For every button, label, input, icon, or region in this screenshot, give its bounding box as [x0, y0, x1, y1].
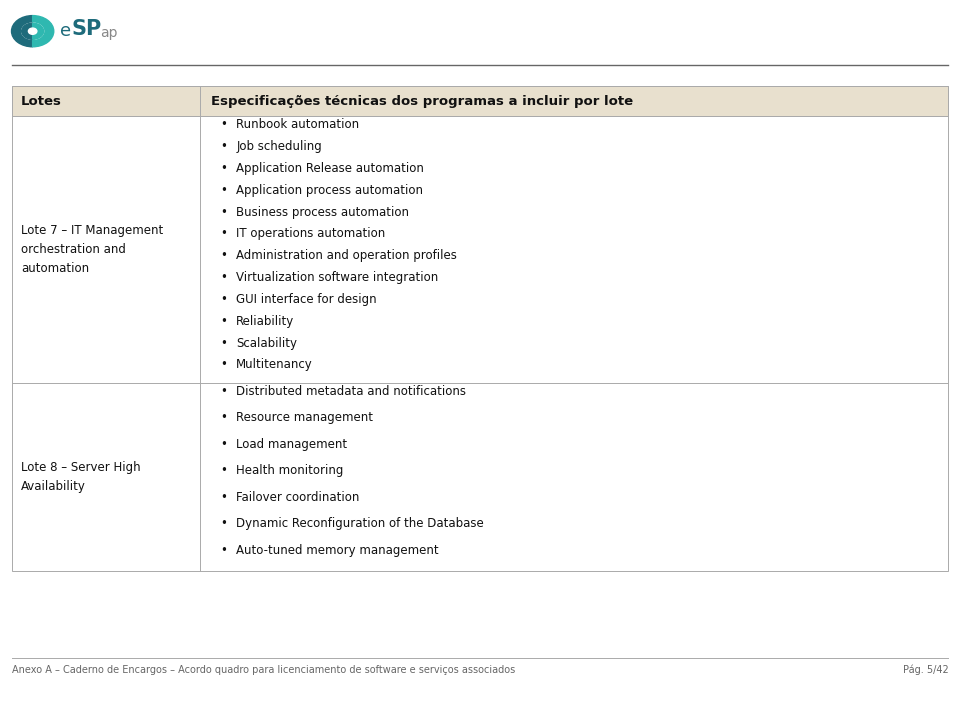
Text: Reliability: Reliability [236, 315, 295, 328]
Text: •: • [220, 140, 228, 153]
Circle shape [29, 28, 36, 34]
Wedge shape [12, 16, 33, 47]
Text: •: • [220, 162, 228, 175]
Text: •: • [220, 464, 228, 477]
Wedge shape [22, 23, 33, 39]
Text: Application Release automation: Application Release automation [236, 162, 424, 175]
Text: •: • [220, 491, 228, 504]
Text: ap: ap [100, 26, 117, 40]
Text: •: • [220, 271, 228, 284]
Polygon shape [12, 86, 948, 116]
Text: Virtualization software integration: Virtualization software integration [236, 271, 439, 284]
Text: Job scheduling: Job scheduling [236, 140, 322, 153]
Text: Administration and operation profiles: Administration and operation profiles [236, 250, 457, 262]
Text: •: • [220, 337, 228, 350]
Text: Failover coordination: Failover coordination [236, 491, 360, 504]
Text: •: • [220, 438, 228, 451]
Text: Auto-tuned memory management: Auto-tuned memory management [236, 544, 439, 557]
Text: Multitenancy: Multitenancy [236, 358, 313, 372]
Text: Health monitoring: Health monitoring [236, 464, 344, 477]
Text: Lote 8 – Server High
Availability: Lote 8 – Server High Availability [21, 461, 141, 493]
Wedge shape [33, 23, 43, 39]
Text: Dynamic Reconfiguration of the Database: Dynamic Reconfiguration of the Database [236, 518, 484, 530]
Text: •: • [220, 385, 228, 398]
Text: •: • [220, 358, 228, 372]
Text: •: • [220, 228, 228, 240]
Text: •: • [220, 411, 228, 425]
Text: e: e [60, 22, 71, 40]
Text: Business process automation: Business process automation [236, 206, 409, 218]
Text: Lotes: Lotes [21, 95, 62, 108]
Text: SP: SP [71, 19, 102, 39]
Text: •: • [220, 293, 228, 306]
Text: Scalability: Scalability [236, 337, 298, 350]
Text: Anexo A – Caderno de Encargos – Acordo quadro para licenciamento de software e s: Anexo A – Caderno de Encargos – Acordo q… [12, 665, 515, 675]
Text: Resource management: Resource management [236, 411, 373, 425]
Text: Especificações técnicas dos programas a incluir por lote: Especificações técnicas dos programas a … [211, 95, 634, 108]
Text: Lote 7 – IT Management
orchestration and
automation: Lote 7 – IT Management orchestration and… [21, 224, 163, 275]
Text: Load management: Load management [236, 438, 348, 451]
Text: •: • [220, 315, 228, 328]
Text: Runbook automation: Runbook automation [236, 118, 359, 131]
Text: •: • [220, 118, 228, 131]
Text: •: • [220, 250, 228, 262]
Text: GUI interface for design: GUI interface for design [236, 293, 376, 306]
Text: •: • [220, 206, 228, 218]
Text: Distributed metadata and notifications: Distributed metadata and notifications [236, 385, 467, 398]
Text: •: • [220, 184, 228, 197]
Circle shape [22, 23, 43, 39]
Text: Pág. 5/42: Pág. 5/42 [902, 665, 948, 675]
Text: •: • [220, 518, 228, 530]
Wedge shape [33, 16, 54, 47]
Text: Application process automation: Application process automation [236, 184, 423, 197]
Text: •: • [220, 544, 228, 557]
Text: IT operations automation: IT operations automation [236, 228, 385, 240]
